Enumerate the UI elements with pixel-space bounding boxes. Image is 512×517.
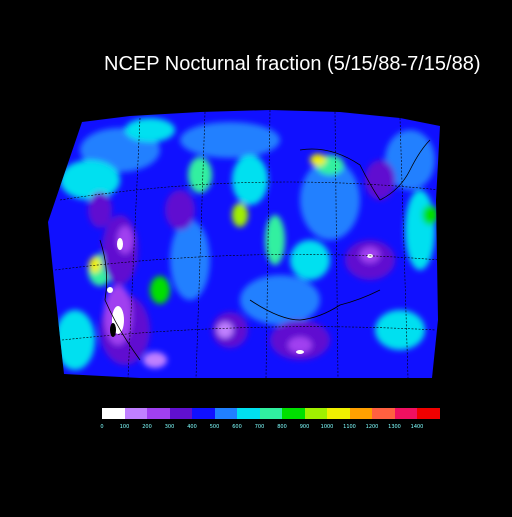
map-field (48, 110, 440, 378)
legend-swatch (304, 408, 327, 419)
legend-swatch (327, 408, 350, 419)
legend-swatch (417, 408, 440, 419)
legend-tick-label: 200 (142, 424, 152, 430)
legend-swatch (147, 408, 170, 419)
legend-tick-label: 700 (254, 424, 265, 430)
legend-swatch (192, 408, 215, 419)
legend-swatch (102, 408, 125, 419)
legend-swatch (124, 408, 147, 419)
legend-tick-label: 1100 (343, 424, 356, 430)
legend-tick-label: 500 (209, 424, 220, 430)
legend-tick-label: 900 (299, 424, 310, 430)
legend-tick-label: 1000 (320, 424, 334, 430)
legend-swatch (169, 408, 192, 419)
color-legend (102, 408, 440, 419)
legend-tick-label: 100 (119, 424, 130, 430)
boundary-lines (54, 109, 441, 379)
legend-swatch (214, 408, 237, 419)
legend-tick-label: 800 (277, 424, 287, 430)
legend-tick-label: 0 (100, 424, 104, 430)
legend-swatch (372, 408, 395, 419)
legend-swatch (282, 408, 305, 419)
legend-swatch (259, 408, 282, 419)
legend-tick-label: 1400 (410, 424, 424, 430)
legend-tick-label: 300 (164, 424, 175, 430)
legend-swatch (394, 408, 417, 419)
map-title: NCEP Nocturnal fraction (5/15/88-7/15/88… (104, 53, 481, 75)
legend-tick-label: 1200 (365, 424, 379, 430)
legend-swatch (237, 408, 260, 419)
legend-tick-label: 600 (232, 424, 242, 430)
legend-tick-labels: 0 100 200 300 400 500 600 700 800 900 1000 1100 1200… (95, 424, 425, 432)
legend-tick-label: 1300 (388, 424, 401, 430)
legend-tick-label: 400 (187, 424, 197, 430)
coastlines (99, 139, 431, 361)
legend-swatch (349, 408, 372, 419)
